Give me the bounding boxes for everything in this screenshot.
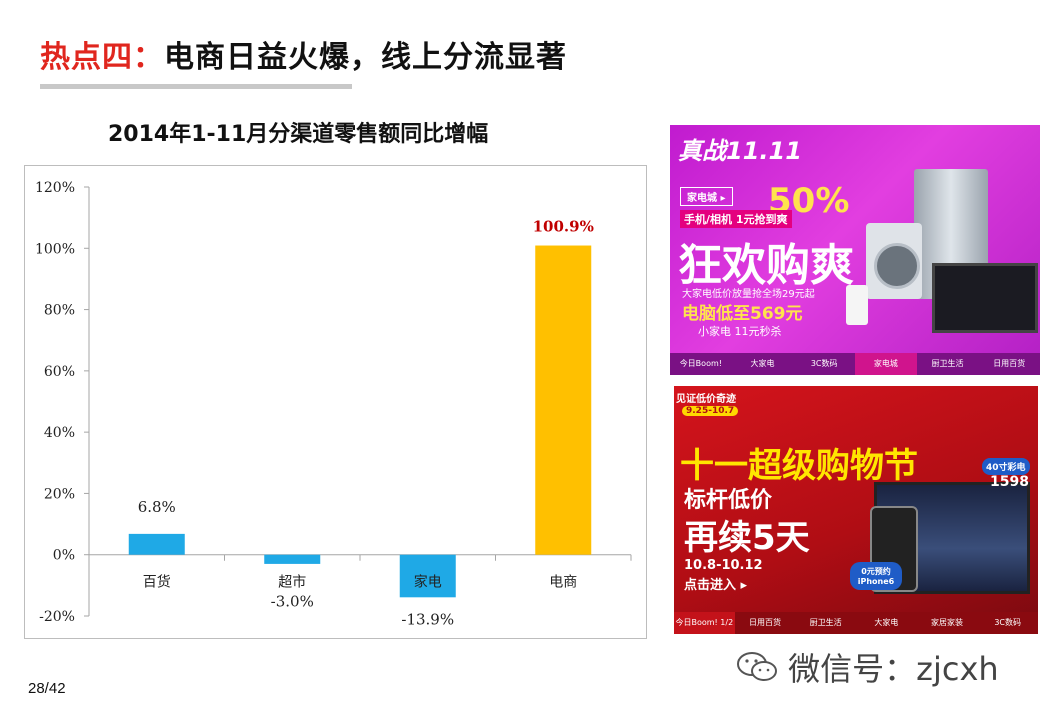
ad1-nav-item[interactable]: 日用百货 bbox=[993, 359, 1026, 368]
ad2-nav-item[interactable]: 大家电 bbox=[874, 618, 899, 627]
ad1-nav-item[interactable]: 厨卫生活 bbox=[931, 359, 964, 368]
ad2-badge-price: 1598 bbox=[990, 474, 1029, 490]
bar-4 bbox=[535, 245, 592, 555]
y-tick-label: 40% bbox=[44, 425, 75, 441]
y-tick-label: 100% bbox=[35, 241, 75, 257]
category-label: 家电 bbox=[414, 574, 442, 591]
ad1-pill: 家电城 ▸ bbox=[680, 187, 733, 206]
ad-banner-appliance-sale[interactable]: 真战11.11 家电城 ▸ 50% 手机/相机 1元抢到爽 狂欢购爽 大家电低价… bbox=[670, 125, 1040, 375]
wechat-icon bbox=[737, 652, 777, 681]
category-label: 超市 bbox=[278, 574, 306, 591]
y-tick-label: 120% bbox=[35, 180, 75, 196]
ad1-small: 小家电 11元秒杀 bbox=[698, 325, 782, 338]
ad2-sub2: 再续5天 bbox=[684, 518, 810, 558]
data-label: 100.9% bbox=[533, 218, 594, 236]
ad-banner-holiday-sale[interactable]: 见证低价奇迹 9.25-10.7 十一超级购物节 标杆低价 再续5天 10.8-… bbox=[674, 386, 1038, 634]
ad1-washer-image bbox=[866, 223, 922, 299]
ad2-nav-item[interactable]: 日用百货 bbox=[749, 618, 781, 627]
ad1-price: 电脑低至569元 bbox=[682, 304, 803, 324]
slide-title-main: 电商日益火爆，线上分流显著 bbox=[164, 40, 567, 75]
y-tick-label: 0% bbox=[53, 548, 75, 564]
ad2-headline: 十一超级购物节 bbox=[680, 446, 918, 486]
ad1-subline: 大家电低价放量抢全场29元起 bbox=[682, 289, 815, 300]
bar-2 bbox=[264, 554, 321, 564]
category-label: 百货 bbox=[143, 574, 171, 591]
ad2-dates: 10.8-10.12 bbox=[684, 558, 763, 573]
ad2-nav-item[interactable]: 3C数码 bbox=[994, 618, 1022, 627]
y-tick-label: 60% bbox=[44, 364, 75, 380]
bar-chart: 120% 100% 80% 60% 40% 20% 0% -20% 百货 6.8% 超市 -3.0% 家… bbox=[35, 180, 632, 629]
y-tick-label: 80% bbox=[44, 303, 75, 319]
ad2-badge-tv: 40寸彩电 bbox=[982, 458, 1030, 475]
ad1-nav-item[interactable]: 今日Boom! bbox=[679, 359, 722, 368]
title-underline bbox=[40, 84, 352, 89]
ad2-cta[interactable]: 点击进入 ▸ bbox=[684, 578, 748, 593]
ad1-nav-item[interactable]: 大家电 bbox=[750, 359, 775, 368]
ad2-sub1: 标杆低价 bbox=[684, 488, 773, 513]
data-label: -13.9% bbox=[401, 611, 454, 629]
ad1-navbar: 今日Boom! 大家电 3C数码 家电城 厨卫生活 日用百货 bbox=[670, 353, 1040, 375]
ad1-nav-item[interactable]: 3C数码 bbox=[810, 359, 838, 368]
y-tick-label: -20% bbox=[39, 609, 75, 625]
page-number: 28/42 bbox=[28, 680, 66, 697]
ad2-nav-item[interactable]: 家居家装 bbox=[931, 618, 964, 627]
ad2-date-range: 9.25-10.7 bbox=[682, 406, 739, 416]
y-tick-label: 20% bbox=[44, 486, 75, 502]
ad2-badge-phone: 0元预约 iPhone6 bbox=[850, 562, 902, 590]
wechat-watermark: 微信号：zjcxh bbox=[736, 644, 1036, 694]
data-label: -3.0% bbox=[271, 593, 314, 611]
slide-title: 热点四：电商日益火爆，线上分流显著 bbox=[40, 32, 567, 76]
data-label: 6.8% bbox=[138, 498, 176, 516]
ad2-nav-item[interactable]: 今日Boom! 1/2 bbox=[674, 612, 735, 634]
ad1-phone-image bbox=[846, 285, 868, 325]
ad2-banner: 见证低价奇迹 bbox=[676, 394, 736, 405]
bar-1 bbox=[128, 533, 185, 555]
bar-3 bbox=[399, 554, 456, 598]
category-label: 电商 bbox=[549, 575, 577, 591]
ad1-nav-item[interactable]: 家电城 bbox=[855, 353, 917, 375]
watermark-text: 微信号：zjcxh bbox=[788, 650, 999, 688]
ad1-tagline: 手机/相机 1元抢到爽 bbox=[680, 210, 792, 228]
ad2-navbar: 今日Boom! 1/2 日用百货 厨卫生活 大家电 家居家装 3C数码 bbox=[674, 612, 1038, 634]
chart-frame: 120% 100% 80% 60% 40% 20% 0% -20% 百货 6.8% 超市 -3.0% 家… bbox=[24, 165, 647, 639]
ad1-headline: 狂欢购爽 bbox=[678, 240, 854, 291]
chart-title: 2014年1-11月分渠道零售额同比增幅 bbox=[108, 122, 489, 147]
ad1-logo: 真战11.11 bbox=[678, 137, 802, 165]
slide-title-prefix: 热点四： bbox=[40, 40, 164, 75]
ad1-laptop-image bbox=[932, 263, 1038, 333]
ad2-nav-item[interactable]: 厨卫生活 bbox=[809, 618, 842, 627]
